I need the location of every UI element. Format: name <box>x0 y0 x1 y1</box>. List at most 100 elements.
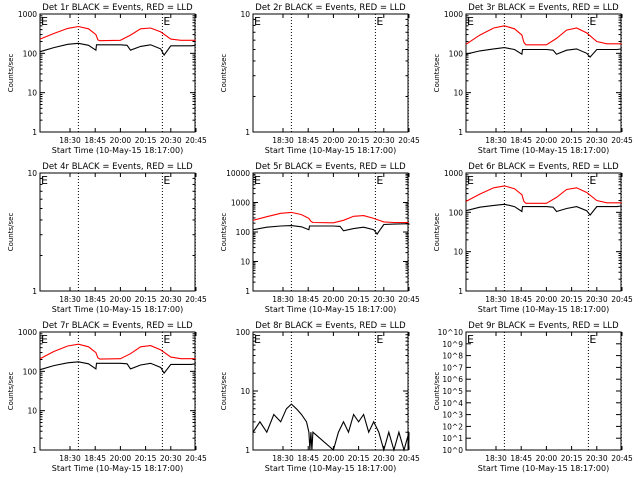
y-axis-label: Counts/sec <box>433 54 441 93</box>
x-tick-label: 18:45 <box>510 136 532 145</box>
event-marker: E <box>589 174 596 187</box>
x-tick-label: 20:00 <box>323 136 345 145</box>
chart-panel-7: Det 7r BLACK = Events, RED = LLD Start Ti… <box>7 321 207 473</box>
x-tick-label: 18:30 <box>485 136 507 145</box>
event-marker: E <box>376 174 383 187</box>
x-tick-label: 18:30 <box>59 136 81 145</box>
y-axis-label: Counts/sec <box>7 213 15 252</box>
chart-panel-4: Det 4r BLACK = Events, RED = LLD Start Ti… <box>7 162 207 314</box>
chart-panel-9: Det 9r BLACK = Events, RED = LLD Start Ti… <box>433 321 633 473</box>
y-tick-label: 10^5 <box>442 387 463 396</box>
x-axis-label: Start Time (10-May-15 18:17:00) <box>52 146 183 155</box>
y-tick-label: 1000 <box>18 328 37 337</box>
y-axis-label: Counts/sec <box>7 372 15 411</box>
y-tick-label: 10 <box>27 89 37 98</box>
x-tick-label: 20:15 <box>561 136 583 145</box>
x-axis-label: Start Time (10-May-15 18:17:00) <box>265 305 396 314</box>
y-tick-label: 10 <box>27 407 37 416</box>
x-tick-label: 20:45 <box>611 136 633 145</box>
event-marker: E <box>254 333 261 346</box>
x-axis-label: Start Time (10-May-15 18:17:00) <box>265 146 396 155</box>
y-tick-label: 100 <box>23 367 38 376</box>
plot-frame <box>465 331 622 451</box>
event-marker: E <box>41 333 48 346</box>
x-axis-label: Start Time (10-May-15 18:17:00) <box>265 464 396 473</box>
x-tick-label: 20:00 <box>110 454 132 463</box>
y-tick-label: 1 <box>32 128 37 137</box>
x-tick-label: 20:30 <box>160 136 182 145</box>
series-line-events <box>465 47 622 58</box>
y-tick-label: 100 <box>449 49 464 58</box>
chart-title: Det 2r BLACK = Events, RED = LLD <box>255 3 406 13</box>
x-tick-label: 20:15 <box>348 454 370 463</box>
y-tick-label: 10 <box>240 387 250 396</box>
plot-frame <box>465 172 622 292</box>
y-tick-label: 1000 <box>18 10 37 19</box>
x-tick-label: 18:45 <box>510 295 532 304</box>
x-tick-label: 18:45 <box>297 136 319 145</box>
x-tick-label: 20:45 <box>185 136 207 145</box>
series-line-events <box>252 222 411 236</box>
x-tick-label: 20:00 <box>323 295 345 304</box>
y-axis-label: Counts/sec <box>433 372 441 411</box>
x-tick-label: 20:45 <box>398 136 420 145</box>
y-tick-label: 10^3 <box>442 411 463 420</box>
y-tick-label: 10^7 <box>442 363 463 372</box>
series-line-lld <box>465 25 622 46</box>
event-marker: E <box>163 15 170 28</box>
x-axis-label: Start Time (10-May-15 18:17:00) <box>52 464 183 473</box>
x-tick-label: 20:45 <box>611 295 633 304</box>
y-tick-label: 1 <box>458 287 463 296</box>
x-axis-label: Start Time (10-May-15 18:17:00) <box>478 464 609 473</box>
y-tick-label: 100 <box>236 328 251 337</box>
chart-panel-2: Det 2r BLACK = Events, RED = LLD Start Ti… <box>220 3 420 155</box>
y-tick-label: 1 <box>32 446 37 455</box>
series-line-events <box>39 361 196 375</box>
x-tick-label: 20:30 <box>586 454 608 463</box>
x-axis-label: Start Time (10-May-15 18:17:00) <box>478 305 609 314</box>
y-tick-label: 10^4 <box>442 399 463 408</box>
y-tick-label: 10^8 <box>442 352 463 361</box>
x-tick-label: 20:30 <box>160 295 182 304</box>
event-marker: E <box>41 174 48 187</box>
y-tick-label: 10^9 <box>442 340 463 349</box>
chart-title: Det 6r BLACK = Events, RED = LLD <box>468 162 619 172</box>
event-marker: E <box>467 15 474 28</box>
chart-panel-6: Det 6r BLACK = Events, RED = LLD Start Ti… <box>433 162 633 314</box>
event-marker: E <box>467 174 474 187</box>
event-marker: E <box>376 15 383 28</box>
chart-panel-3: Det 3r BLACK = Events, RED = LLD Start Ti… <box>433 3 633 155</box>
chart-panel-5: Det 5r BLACK = Events, RED = LLD Start Ti… <box>220 162 420 314</box>
y-tick-label: 10^2 <box>442 422 463 431</box>
x-axis-label: Start Time (10-May-15 18:17:00) <box>52 305 183 314</box>
x-tick-label: 20:30 <box>586 295 608 304</box>
series-line-lld <box>39 343 196 360</box>
y-tick-label: 1000 <box>444 169 463 178</box>
y-tick-label: 10 <box>240 10 250 19</box>
x-tick-label: 20:15 <box>135 454 157 463</box>
x-tick-label: 18:45 <box>84 295 106 304</box>
event-marker: E <box>163 174 170 187</box>
x-tick-label: 20:30 <box>586 136 608 145</box>
x-tick-label: 20:15 <box>348 295 370 304</box>
x-tick-label: 20:00 <box>536 454 558 463</box>
series-line-events <box>39 42 196 57</box>
x-tick-label: 18:30 <box>59 454 81 463</box>
x-tick-label: 20:45 <box>398 454 420 463</box>
chart-title: Det 5r BLACK = Events, RED = LLD <box>255 162 406 172</box>
x-tick-label: 18:45 <box>84 136 106 145</box>
series-line-lld <box>252 211 409 224</box>
chart-title: Det 8r BLACK = Events, RED = LLD <box>255 321 406 331</box>
chart-title: Det 7r BLACK = Events, RED = LLD <box>42 321 193 331</box>
y-axis-label: Counts/sec <box>7 54 15 93</box>
x-tick-label: 20:15 <box>348 136 370 145</box>
event-marker: E <box>41 15 48 28</box>
x-tick-label: 20:30 <box>373 454 395 463</box>
x-tick-label: 20:00 <box>323 454 345 463</box>
y-tick-label: 10 <box>453 248 463 257</box>
x-tick-label: 18:30 <box>485 295 507 304</box>
x-tick-label: 18:45 <box>297 295 319 304</box>
event-marker: E <box>254 174 261 187</box>
plot-frame <box>252 13 409 133</box>
